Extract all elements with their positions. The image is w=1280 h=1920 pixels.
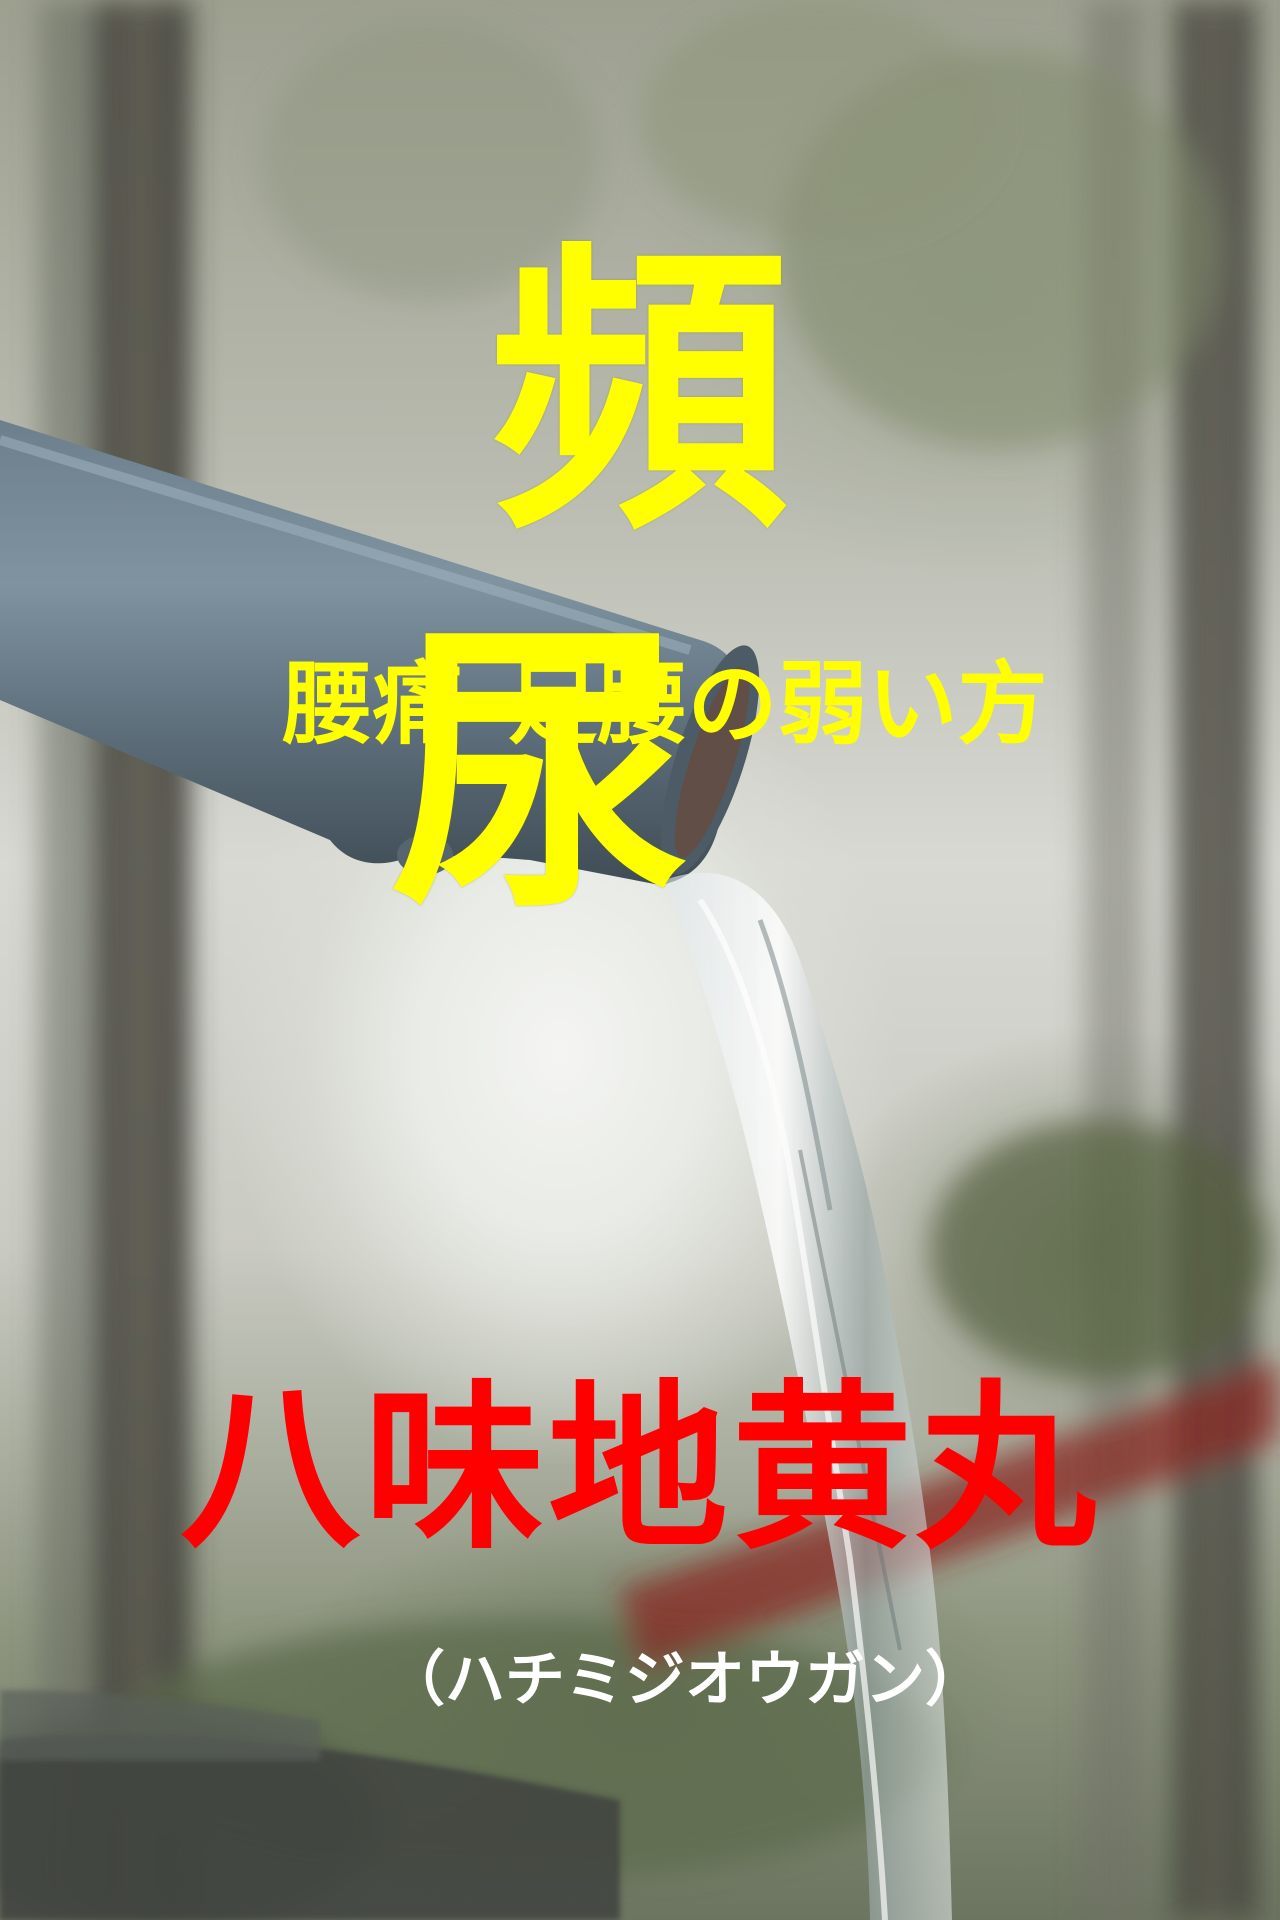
main-title: 頻 尿 [390,220,1280,949]
water-stream [665,872,952,1920]
product-name: 八味地黄丸 [179,1365,1100,1574]
pipe-shape [0,420,760,885]
subtitle: 腰痛･足腰の弱い方 [282,652,1048,757]
product-reading: （ハチミジオウガン） [385,1645,985,1715]
